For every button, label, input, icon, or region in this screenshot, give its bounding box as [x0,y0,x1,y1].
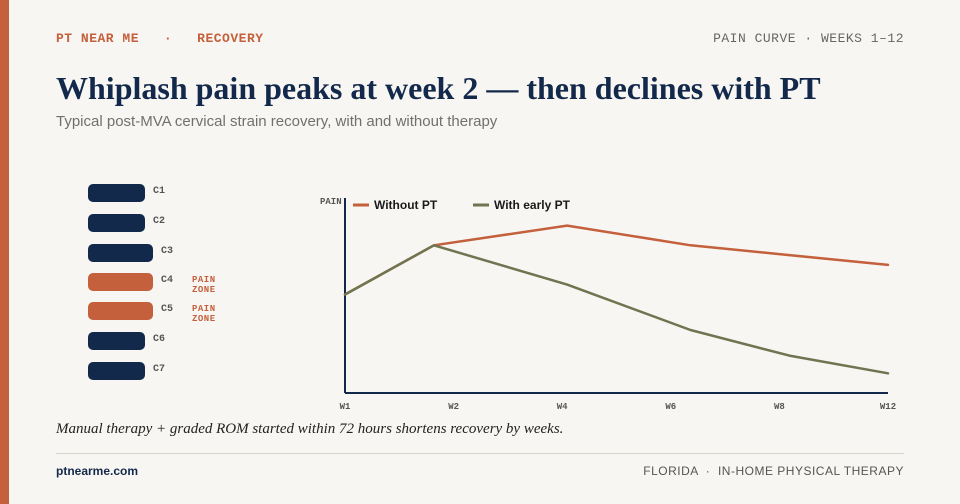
vertebra-block [88,184,145,202]
corner-label: PAIN CURVE · WEEKS 1–12 [713,31,904,46]
pain-zone-label: PAIN ZONE [192,304,216,324]
x-tick-label: W4 [557,402,568,412]
vertebra-block [88,273,153,291]
vertebra-block [88,362,145,380]
vertebra-label: C2 [153,216,166,227]
x-tick-label: W2 [448,402,459,412]
kicker: PT NEAR ME · RECOVERY [56,31,264,46]
brand-label: PT NEAR ME [56,31,140,46]
page-subtitle: Typical post-MVA cervical strain recover… [56,113,498,130]
y-axis-label: PAIN [320,197,342,207]
footer-divider [56,453,904,454]
chart-note: Manual therapy + graded ROM started with… [56,421,564,437]
vertebra-label: C5 [161,304,174,315]
x-tick-label: W12 [880,402,896,412]
x-tick-label: W1 [340,402,351,412]
service-label: IN-HOME PHYSICAL THERAPY [717,464,904,478]
top-line: PT NEAR ME · RECOVERY PAIN CURVE · WEEKS… [56,31,904,47]
page-title: Whiplash pain peaks at week 2 — then dec… [56,70,821,106]
footer-tagline: FLORIDA · IN-HOME PHYSICAL THERAPY [643,464,904,478]
vertebra-label: C6 [153,334,166,345]
vertebra-block [88,244,153,262]
footer-separator: · [705,464,711,478]
region-label: FLORIDA [643,464,699,478]
kicker-separator: · [163,31,173,46]
vertebra-label: C7 [153,364,166,375]
spine-diagram: C1 C2 C3 C4 PAIN ZONE C5 PAIN ZONE C6 C7 [88,182,288,387]
vertebra-block [88,302,153,320]
accent-bar [0,0,9,504]
legend-label: Without PT [374,198,438,212]
vertebra-label: C4 [161,275,174,286]
pain-zone-label: PAIN ZONE [192,275,216,295]
vertebra-label: C3 [161,246,174,257]
x-tick-label: W6 [665,402,676,412]
x-tick-label: W8 [774,402,785,412]
vertebra-label: C1 [153,186,166,197]
series-line-without-pt [343,224,890,296]
site-link[interactable]: ptnearme.com [56,464,139,478]
series-line-with-pt [343,244,890,375]
legend-label: With early PT [494,198,571,212]
section-label: RECOVERY [197,31,264,46]
vertebra-block [88,214,145,232]
vertebra-block [88,332,145,350]
